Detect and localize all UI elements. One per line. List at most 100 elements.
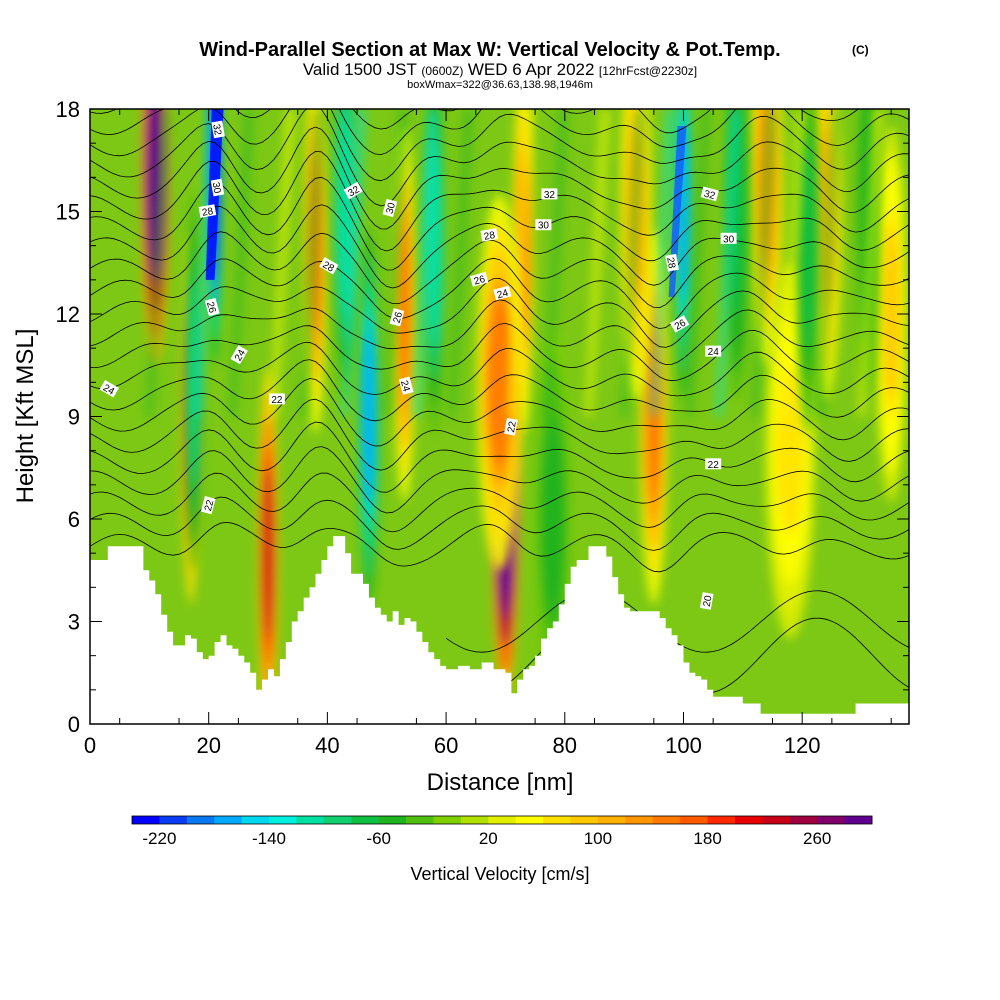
theta-contour — [90, 322, 909, 382]
velocity-level — [800, 160, 816, 332]
vertical-velocity-field — [141, 109, 907, 724]
theta-label-box — [535, 219, 552, 231]
theta-label: 30 — [720, 232, 737, 245]
colorbar-label: Vertical Velocity [cm/s] — [410, 864, 589, 884]
theta-contour — [90, 446, 909, 514]
theta-label: 26 — [669, 315, 690, 333]
colorbar-tick-label: 100 — [584, 829, 612, 848]
box-wmax-info: boxWmax=322@36.63,138.98,1946m — [407, 79, 593, 91]
theta-label-box — [665, 253, 679, 272]
x-tick-label: 80 — [553, 733, 577, 758]
colorbar-tick-label: 20 — [479, 829, 498, 848]
colorbar-swatch — [734, 816, 763, 824]
velocity-level — [882, 228, 901, 400]
valid-utc-time: (0600Z) — [421, 64, 463, 78]
theta-label-text: 22 — [506, 420, 519, 433]
theta-contour — [90, 150, 909, 252]
theta-label-box — [700, 186, 719, 202]
y-tick-label: 0 — [68, 712, 80, 737]
terrain-mask — [90, 536, 909, 724]
theta-label-text: 24 — [708, 347, 720, 358]
x-tick-label: 20 — [196, 733, 220, 758]
colorbar-swatch — [241, 816, 270, 824]
theta-label-text: 30 — [723, 234, 735, 245]
theta-contour — [90, 299, 909, 366]
wave-stripe — [857, 109, 883, 417]
wave-stripe — [620, 109, 646, 417]
theta-label: 28 — [480, 228, 499, 243]
velocity-level — [363, 331, 375, 502]
theta-label-text: 30 — [385, 201, 399, 215]
downdraft-core-2 — [358, 228, 379, 605]
theta-label: 24 — [398, 376, 414, 395]
wave-stripe — [650, 109, 676, 417]
velocity-level — [486, 296, 513, 468]
theta-label-box — [268, 393, 285, 405]
strong-downdraft-streak — [668, 126, 687, 297]
colorbar-swatch — [762, 816, 791, 824]
theta-contour — [90, 398, 909, 471]
theta-label-box — [230, 345, 248, 365]
theta-contour — [90, 421, 909, 493]
colorbar: -220 -140 -60 20 100 180 260 — [131, 815, 873, 848]
theta-label-text: 24 — [496, 288, 510, 302]
copyright-mark: (C) — [852, 43, 869, 57]
theta-label-box — [669, 315, 690, 333]
colorbar-swatch — [433, 816, 462, 824]
theta-label-text: 28 — [201, 206, 214, 219]
theta-contour — [90, 359, 909, 422]
theta-contour — [90, 378, 909, 447]
colorbar-swatch — [132, 816, 160, 824]
theta-label-box — [389, 308, 405, 327]
theta-label-text: 28 — [321, 260, 337, 275]
y-axis-label: Height [Kft MSL] — [12, 329, 39, 504]
theta-label-box — [480, 228, 499, 242]
y-tick-label: 3 — [68, 610, 80, 635]
updraft-core-7 — [477, 194, 522, 571]
theta-label-box — [541, 188, 558, 200]
downdraft-core-8 — [795, 109, 821, 434]
theta-contour — [90, 277, 909, 348]
theta-label: 20 — [699, 592, 715, 610]
wave-stripe — [685, 109, 711, 417]
y-tick-label: 9 — [68, 405, 80, 430]
theta-contour — [90, 231, 909, 309]
colorbar-swatch — [817, 816, 845, 824]
theta-label: 28 — [198, 204, 217, 219]
theta-label-box — [210, 178, 225, 197]
colorbar-swatch — [597, 816, 626, 824]
wave-stripe — [383, 109, 409, 417]
colorbar-tick-label: -140 — [252, 829, 286, 848]
theta-label-text: 32 — [703, 189, 717, 203]
colorbar-swatch — [680, 816, 708, 824]
x-tick-label: 60 — [434, 733, 458, 758]
theta-label-text: 26 — [473, 274, 487, 288]
theta-label-box — [493, 285, 512, 301]
wave-stripe — [816, 109, 842, 417]
theta-label-box — [200, 496, 216, 515]
wave-stripe — [300, 109, 326, 417]
wave-stripe — [507, 109, 533, 417]
x-tick-label: 120 — [784, 733, 821, 758]
y-tick-label: 12 — [56, 302, 80, 327]
theta-contour — [90, 109, 909, 182]
colorbar-swatch — [214, 816, 243, 824]
updraft-core-1 — [258, 365, 279, 724]
y-tick-label: 18 — [56, 97, 80, 122]
colorbar-swatch — [296, 816, 325, 824]
theta-contour — [90, 204, 909, 289]
colorbar-swatch — [488, 816, 517, 824]
wave-stripe — [412, 109, 438, 417]
theta-label-text: 28 — [483, 230, 496, 243]
axes: 0 20 40 60 80 100 120 0 3 6 9 12 15 18 — [56, 97, 909, 758]
theta-label: 30 — [210, 178, 225, 197]
theta-label-box — [211, 120, 225, 139]
theta-label-box — [204, 297, 220, 317]
colorbar-swatch — [269, 816, 297, 824]
colorbar-swatch — [652, 816, 681, 824]
theta-label-text: 24 — [101, 383, 117, 398]
velocity-level — [188, 296, 200, 468]
colorbar-swatch — [844, 816, 873, 824]
theta-label-text: 32 — [544, 190, 556, 201]
theta-label-text: 32 — [346, 184, 362, 199]
